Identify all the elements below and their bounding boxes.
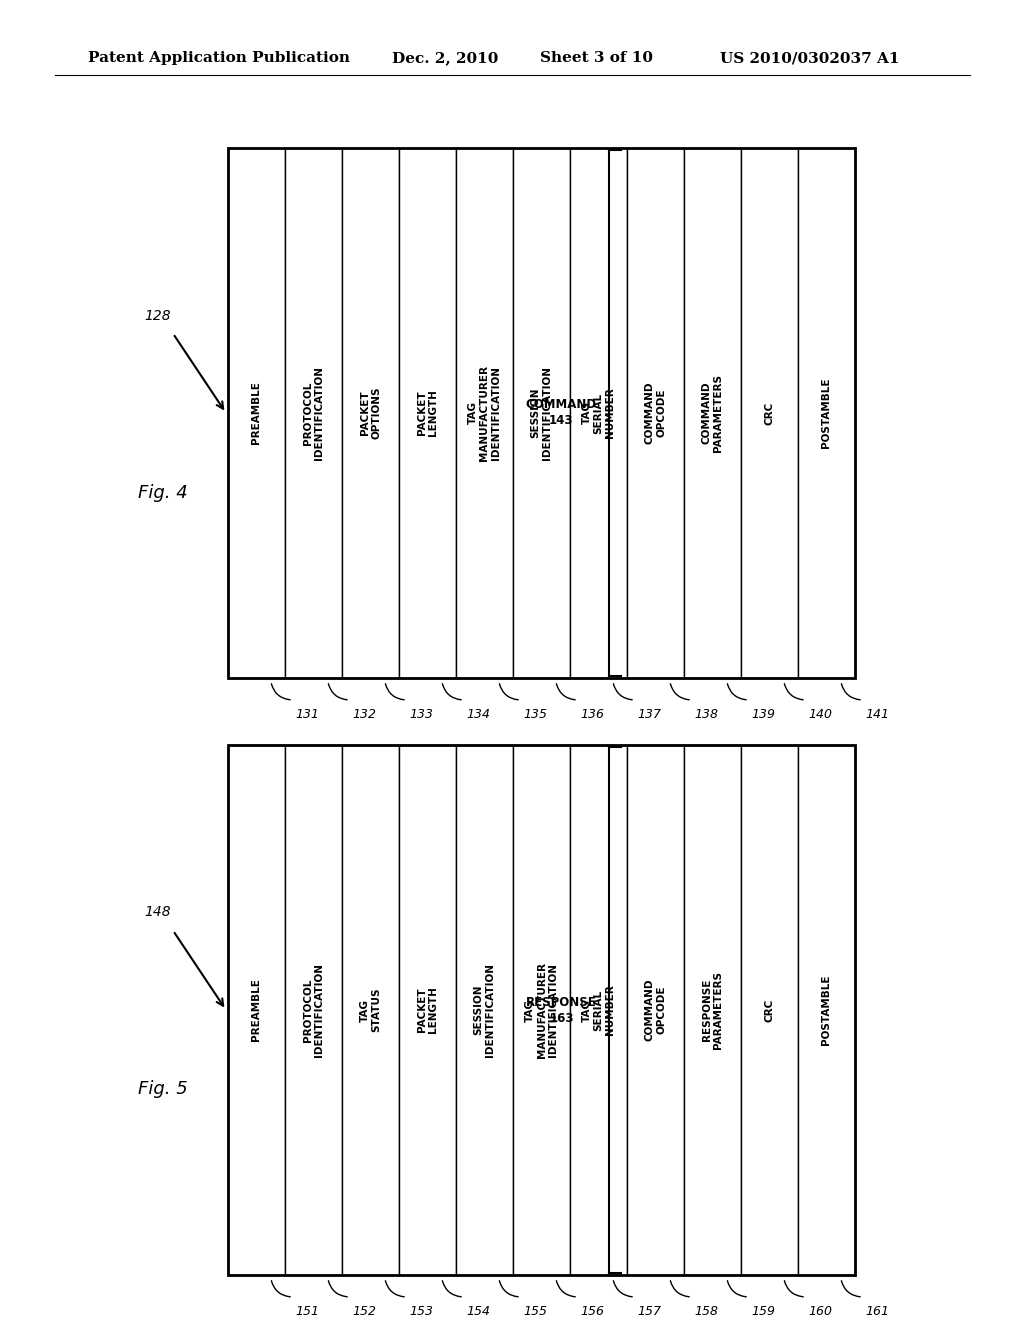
Bar (285, 744, 342, 1275)
Text: US 2010/0302037 A1: US 2010/0302037 A1 (720, 51, 899, 65)
Text: Patent Application Publication: Patent Application Publication (88, 51, 350, 65)
Bar (570, 744, 627, 1275)
Text: PACKET
OPTIONS: PACKET OPTIONS (359, 387, 381, 440)
Text: 131: 131 (295, 708, 319, 721)
Text: RESPONSE
163: RESPONSE 163 (526, 995, 597, 1024)
Bar (798, 148, 855, 678)
Text: POSTAMBLE: POSTAMBLE (821, 974, 831, 1045)
Bar (741, 148, 798, 678)
Text: Fig. 4: Fig. 4 (138, 483, 187, 502)
Bar (570, 148, 627, 678)
Text: PROTOCOL
IDENTIFICATION: PROTOCOL IDENTIFICATION (303, 964, 325, 1057)
Bar (228, 148, 855, 678)
Text: 154: 154 (466, 1305, 490, 1317)
Text: 139: 139 (751, 708, 775, 721)
Text: 133: 133 (409, 708, 433, 721)
Text: CRC: CRC (765, 998, 774, 1022)
Text: RESPONSE
PARAMETERS: RESPONSE PARAMETERS (701, 972, 723, 1049)
Text: COMMAND
143: COMMAND 143 (526, 399, 597, 428)
Bar (798, 744, 855, 1275)
Text: 153: 153 (409, 1305, 433, 1317)
Text: COMMAND
PARAMETERS: COMMAND PARAMETERS (701, 374, 723, 451)
Bar (627, 148, 684, 678)
Text: 140: 140 (808, 708, 831, 721)
Bar (399, 744, 456, 1275)
Text: 141: 141 (865, 708, 889, 721)
Bar (513, 744, 570, 1275)
Text: COMMAND
OPCODE: COMMAND OPCODE (645, 381, 667, 445)
Bar (684, 148, 741, 678)
Text: 136: 136 (580, 708, 604, 721)
Text: COMMAND
OPCODE: COMMAND OPCODE (645, 978, 667, 1041)
Bar (342, 744, 399, 1275)
Text: SESSION
IDENTIFICATION: SESSION IDENTIFICATION (530, 366, 552, 459)
Bar (228, 744, 285, 1275)
Text: PROTOCOL
IDENTIFICATION: PROTOCOL IDENTIFICATION (303, 366, 325, 459)
Text: PREAMBLE: PREAMBLE (252, 978, 261, 1041)
Text: 128: 128 (144, 309, 171, 322)
Bar (285, 148, 342, 678)
Text: PACKET
LENGTH: PACKET LENGTH (417, 389, 438, 437)
Bar (684, 744, 741, 1275)
Text: TAG
MANUFACTURER
IDENTIFICATION: TAG MANUFACTURER IDENTIFICATION (468, 366, 501, 461)
Text: TAG
MANUFACTURER
IDENTIFICATION: TAG MANUFACTURER IDENTIFICATION (525, 962, 558, 1059)
Text: 157: 157 (637, 1305, 662, 1317)
Text: 138: 138 (694, 708, 718, 721)
Text: 148: 148 (144, 906, 171, 920)
Bar (627, 744, 684, 1275)
Text: SESSION
IDENTIFICATION: SESSION IDENTIFICATION (474, 964, 496, 1057)
Text: 160: 160 (808, 1305, 831, 1317)
Bar (741, 744, 798, 1275)
Bar (228, 148, 285, 678)
Text: CRC: CRC (765, 401, 774, 425)
Bar (342, 148, 399, 678)
Text: Sheet 3 of 10: Sheet 3 of 10 (540, 51, 653, 65)
Text: 132: 132 (352, 708, 376, 721)
Text: 155: 155 (523, 1305, 547, 1317)
Bar (456, 148, 513, 678)
Text: 137: 137 (637, 708, 662, 721)
Text: 134: 134 (466, 708, 490, 721)
Bar (228, 744, 855, 1275)
Text: Fig. 5: Fig. 5 (138, 1081, 187, 1098)
Text: 159: 159 (751, 1305, 775, 1317)
Text: TAG
SERIAL
NUMBER: TAG SERIAL NUMBER (582, 985, 615, 1035)
Text: 156: 156 (580, 1305, 604, 1317)
Bar (456, 744, 513, 1275)
Text: 135: 135 (523, 708, 547, 721)
Bar (513, 148, 570, 678)
Bar (399, 148, 456, 678)
Text: PACKET
LENGTH: PACKET LENGTH (417, 986, 438, 1034)
Text: POSTAMBLE: POSTAMBLE (821, 378, 831, 449)
Text: 161: 161 (865, 1305, 889, 1317)
Text: PREAMBLE: PREAMBLE (252, 381, 261, 445)
Text: TAG
STATUS: TAG STATUS (359, 987, 381, 1032)
Text: TAG
SERIAL
NUMBER: TAG SERIAL NUMBER (582, 388, 615, 438)
Text: 158: 158 (694, 1305, 718, 1317)
Text: 151: 151 (295, 1305, 319, 1317)
Text: Dec. 2, 2010: Dec. 2, 2010 (392, 51, 499, 65)
Text: 152: 152 (352, 1305, 376, 1317)
